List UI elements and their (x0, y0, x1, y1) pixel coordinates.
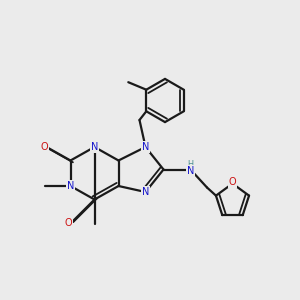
Text: N: N (91, 142, 98, 152)
Text: N: N (142, 187, 149, 197)
Text: N: N (67, 181, 74, 191)
Text: O: O (40, 142, 48, 152)
Text: O: O (64, 218, 72, 229)
Text: N: N (142, 142, 149, 152)
Text: H: H (188, 160, 194, 169)
Text: O: O (229, 177, 236, 187)
Text: N: N (187, 166, 194, 176)
